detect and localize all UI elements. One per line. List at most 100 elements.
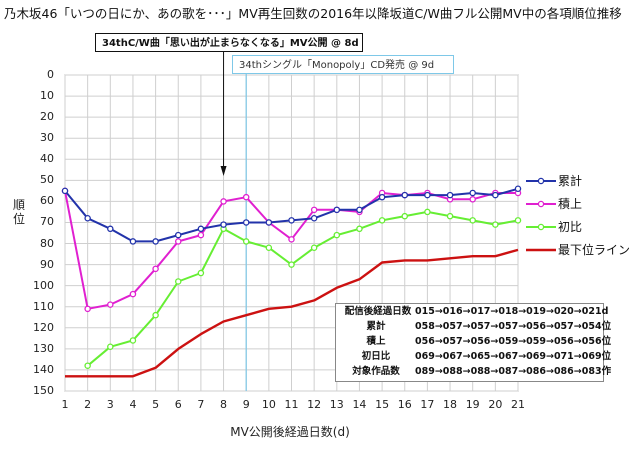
x-tick-label: 19 bbox=[465, 398, 480, 411]
series-stacked-point bbox=[129, 290, 137, 298]
x-tick-label: 12 bbox=[307, 398, 322, 411]
info-value-first-day-ratio: 069→067→065→067→069→071→069位 bbox=[415, 351, 612, 362]
y-tick-label: 120 bbox=[33, 320, 54, 334]
info-label-work-count: 対象作品数 bbox=[352, 366, 400, 377]
series-first-day-ratio-point bbox=[107, 343, 114, 351]
series-first-day-ratio-line bbox=[87, 210, 519, 367]
series-cumulative-point bbox=[401, 191, 408, 199]
y-tick-label: 20 bbox=[40, 110, 54, 124]
series-first-day-ratio-point bbox=[152, 311, 159, 319]
y-tick-label: 70 bbox=[40, 215, 54, 229]
series-first-day-ratio-point bbox=[424, 208, 431, 216]
info-value-stacked: 056→057→056→059→059→056→056位 bbox=[415, 336, 612, 347]
legend-swatch-bottom-line bbox=[526, 244, 556, 254]
series-cumulative-point bbox=[220, 221, 227, 228]
series-cumulative-point bbox=[61, 187, 69, 195]
series-first-day-ratio-point bbox=[492, 221, 499, 228]
series-stacked-point bbox=[288, 236, 295, 243]
x-tick-label: 21 bbox=[511, 398, 525, 411]
x-tick-label: 20 bbox=[488, 398, 503, 411]
info-label-cumulative: 累計 bbox=[366, 321, 386, 332]
series-cumulative-point bbox=[514, 185, 522, 193]
y-tick-label: 140 bbox=[33, 362, 54, 376]
series-cumulative-point bbox=[152, 238, 159, 245]
x-tick-label: 9 bbox=[242, 398, 250, 411]
y-tick-label: 10 bbox=[40, 89, 54, 103]
legend-label-stacked: 積上 bbox=[558, 197, 583, 211]
series-cumulative-point bbox=[333, 206, 341, 214]
y-tick-label: 80 bbox=[40, 236, 54, 250]
series-cumulative-point bbox=[492, 191, 499, 199]
series-stacked-point bbox=[197, 231, 205, 239]
x-tick-label: 4 bbox=[129, 398, 137, 411]
x-tick-label: 18 bbox=[443, 398, 458, 411]
series-first-day-ratio-point bbox=[288, 261, 295, 268]
series-cumulative-point bbox=[288, 217, 295, 224]
series-cumulative-point bbox=[310, 215, 318, 222]
info-row-stacked: 積上 056→057→056→059→059→056→056位 bbox=[336, 334, 611, 349]
info-row-first-day-ratio: 初日比 069→067→065→067→069→071→069位 bbox=[336, 349, 611, 364]
series-stacked-point bbox=[152, 265, 159, 273]
x-tick-label: 3 bbox=[106, 398, 114, 411]
series-stacked-point bbox=[84, 305, 91, 313]
annotation-arrow-head bbox=[220, 166, 227, 176]
y-tick-label: 60 bbox=[40, 194, 54, 208]
x-tick-label: 1 bbox=[61, 398, 69, 411]
series-cumulative-point bbox=[107, 225, 114, 233]
series-stacked-point bbox=[220, 198, 227, 205]
x-tick-label: 7 bbox=[197, 398, 205, 411]
x-tick-label: 11 bbox=[284, 398, 299, 411]
series-cumulative-point bbox=[446, 191, 454, 199]
series-bottom-line-line bbox=[65, 248, 519, 378]
info-value-work-count: 089→088→088→087→086→086→083作 bbox=[415, 366, 612, 377]
y-tick-label: 0 bbox=[47, 68, 54, 81]
x-tick-label: 17 bbox=[420, 398, 435, 411]
series-first-day-ratio-point bbox=[129, 337, 137, 344]
info-label-stacked: 積上 bbox=[366, 336, 386, 347]
x-tick-label: 14 bbox=[352, 398, 367, 411]
info-label-first-day-ratio: 初日比 bbox=[361, 351, 391, 362]
y-tick-label: 130 bbox=[33, 341, 54, 355]
series-first-day-ratio-point bbox=[401, 212, 408, 220]
series-cumulative-point bbox=[424, 191, 431, 199]
series-cumulative-point bbox=[378, 193, 386, 201]
series-first-day-ratio-point bbox=[174, 278, 182, 285]
info-row-cumulative: 累計 058→057→057→057→056→057→054位 bbox=[336, 319, 611, 334]
series-cumulative-point bbox=[265, 219, 273, 226]
series-cumulative-point bbox=[197, 225, 205, 233]
info-table: 配信後経過日数 015→016→017→018→019→020→021d 累計 … bbox=[335, 303, 611, 382]
series-stacked-point bbox=[310, 206, 318, 214]
y-tick-label: 30 bbox=[40, 131, 54, 145]
x-tick-label: 5 bbox=[152, 398, 160, 411]
legend-swatch-first-day-ratio bbox=[526, 221, 556, 231]
series-first-day-ratio-point bbox=[446, 212, 454, 220]
series-first-day-ratio-point bbox=[197, 269, 205, 277]
info-row-work-count: 対象作品数 089→088→088→087→086→086→083作 bbox=[336, 364, 611, 379]
legend-label-bottom-line: 最下位ライン bbox=[558, 243, 631, 257]
series-first-day-ratio-point bbox=[514, 217, 522, 224]
x-tick-label: 16 bbox=[397, 398, 412, 411]
series-stacked-point bbox=[107, 301, 114, 308]
series-first-day-ratio-point bbox=[265, 244, 273, 251]
y-axis-label: 順位 bbox=[12, 198, 25, 226]
series-stacked-point bbox=[469, 196, 476, 203]
y-tick-label: 150 bbox=[33, 384, 54, 397]
series-first-day-ratio-point bbox=[356, 225, 363, 233]
y-tick-label: 100 bbox=[33, 278, 54, 292]
info-value-days: 015→016→017→018→019→020→021d bbox=[415, 306, 609, 317]
series-cumulative-point bbox=[174, 231, 182, 239]
legend-label-first-day-ratio: 初比 bbox=[558, 220, 583, 234]
series-first-day-ratio-point bbox=[333, 231, 341, 239]
legend-label-cumulative: 累計 bbox=[558, 174, 583, 188]
x-tick-label: 13 bbox=[329, 398, 344, 411]
series-first-day-ratio-point bbox=[242, 238, 250, 245]
y-tick-label: 40 bbox=[40, 152, 54, 166]
series-cumulative-point bbox=[84, 215, 91, 222]
y-tick-label: 50 bbox=[40, 173, 54, 187]
y-tick-label: 90 bbox=[40, 257, 54, 271]
series-cumulative-point bbox=[469, 189, 476, 197]
x-tick-label: 2 bbox=[84, 398, 92, 411]
series-cumulative-point bbox=[129, 238, 137, 245]
series-stacked-point bbox=[174, 238, 182, 245]
